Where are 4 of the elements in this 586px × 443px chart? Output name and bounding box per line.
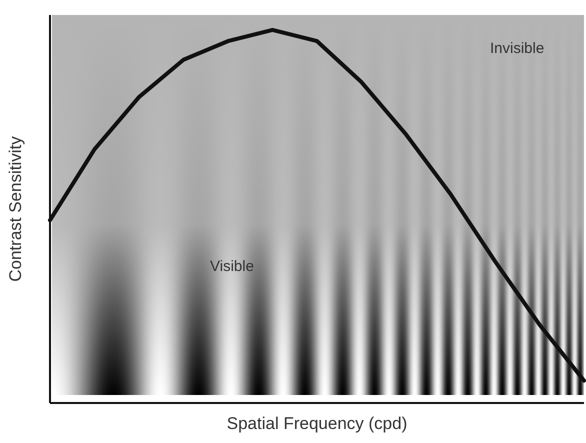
- annotation: Invisible: [490, 40, 544, 57]
- y-axis-title: Contrast Sensitivity: [6, 136, 26, 282]
- x-axis-title: Spatial Frequency (cpd): [226, 414, 408, 433]
- annotation: Visible: [210, 258, 254, 275]
